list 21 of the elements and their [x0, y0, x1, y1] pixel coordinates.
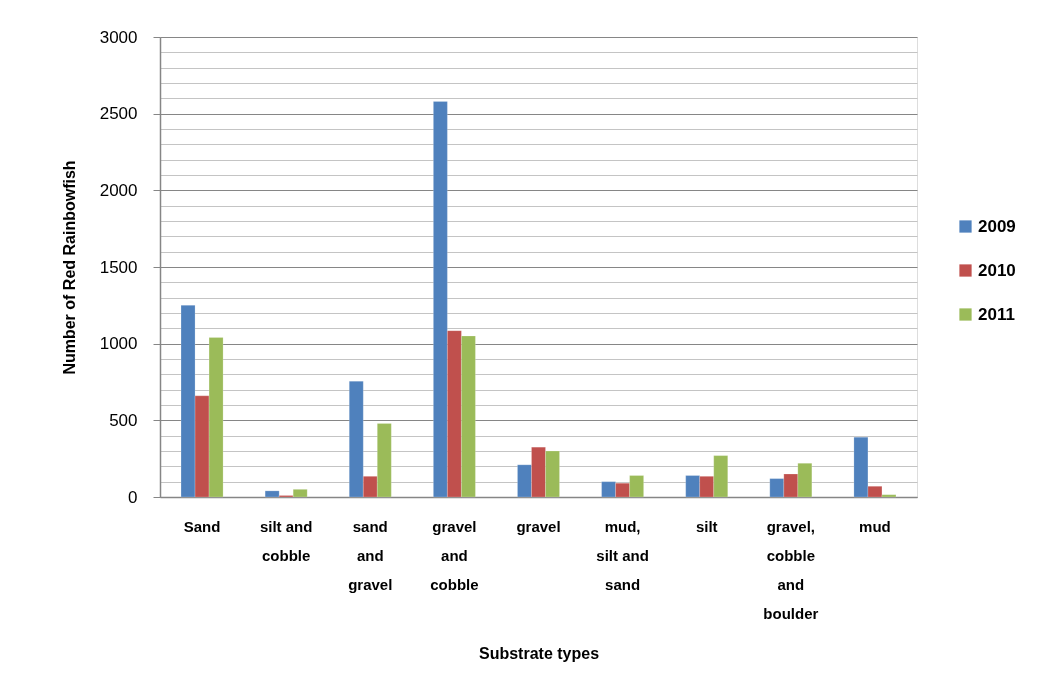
y-tick-label: 1000	[99, 334, 138, 354]
x-tick-label: Sand	[183, 517, 221, 535]
x-tick-label: sand and gravel	[348, 517, 393, 593]
legend-label: 2011	[978, 304, 1015, 324]
legend-label: 2009	[978, 216, 1016, 236]
x-tick-label: gravel	[516, 517, 561, 535]
y-tick-label: 3000	[99, 27, 138, 47]
x-tick-label: mud	[859, 517, 891, 535]
y-tick-label: 2500	[99, 104, 138, 124]
x-tick-label: gravel and cobble	[430, 517, 479, 593]
y-tick-label: 2000	[99, 180, 138, 200]
y-tick-label: 0	[128, 487, 138, 507]
y-tick-label: 500	[109, 410, 138, 430]
x-tick-label: silt and cobble	[259, 517, 313, 564]
x-tick-label: mud, silt and sand	[596, 517, 649, 593]
x-tick-label: gravel, cobble and boulder	[763, 517, 819, 622]
y-tick-label: 1500	[99, 257, 138, 277]
x-axis-title: Substrate types	[478, 644, 600, 662]
x-tick-label: silt	[695, 517, 718, 535]
y-axis-title: Number of Red Rainbowfish	[60, 160, 78, 375]
legend-label: 2010	[978, 260, 1016, 280]
